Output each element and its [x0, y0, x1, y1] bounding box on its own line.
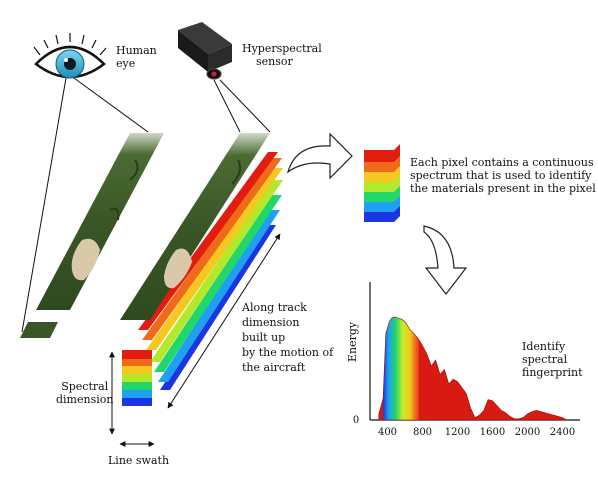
spectral-dimension-label: Spectral dimension: [56, 380, 114, 406]
eye-icon: [33, 33, 107, 79]
curved-arrow-right: [286, 132, 353, 180]
x-tick-label: 800: [413, 427, 432, 438]
pixel-spectrum-stack-small: [122, 350, 152, 406]
curved-arrow-down: [423, 225, 468, 295]
spectrum-outline: [378, 316, 568, 421]
x-tick-label: 1200: [445, 427, 470, 438]
along-track-arrow: [167, 233, 281, 409]
x-tick-label: 2000: [515, 427, 540, 438]
x-tick-label: 1600: [480, 427, 505, 438]
x-tick-label: 400: [378, 427, 397, 438]
y-tick-label: 0: [353, 415, 359, 426]
x-tick-label: 2400: [550, 427, 575, 438]
human-eye-label: Human eye: [116, 44, 157, 70]
camera-icon: [178, 22, 232, 80]
along-track-label: Along track dimension built up by the mo…: [242, 301, 334, 374]
pixel-description: Each pixel contains a continuous spectru…: [410, 156, 596, 195]
line-swath-label: Line swath: [108, 454, 170, 467]
eye-ground-strip: [20, 133, 164, 338]
eye-view-lines: [21, 77, 149, 333]
sensor-view-lines: [213, 79, 271, 133]
pixel-spectrum-stack: [364, 144, 400, 222]
fingerprint-label: Identify spectral fingerprint: [522, 340, 583, 379]
sensor-label: Hyperspectral sensor: [242, 42, 322, 68]
chart-y-label: Energy: [346, 321, 359, 362]
